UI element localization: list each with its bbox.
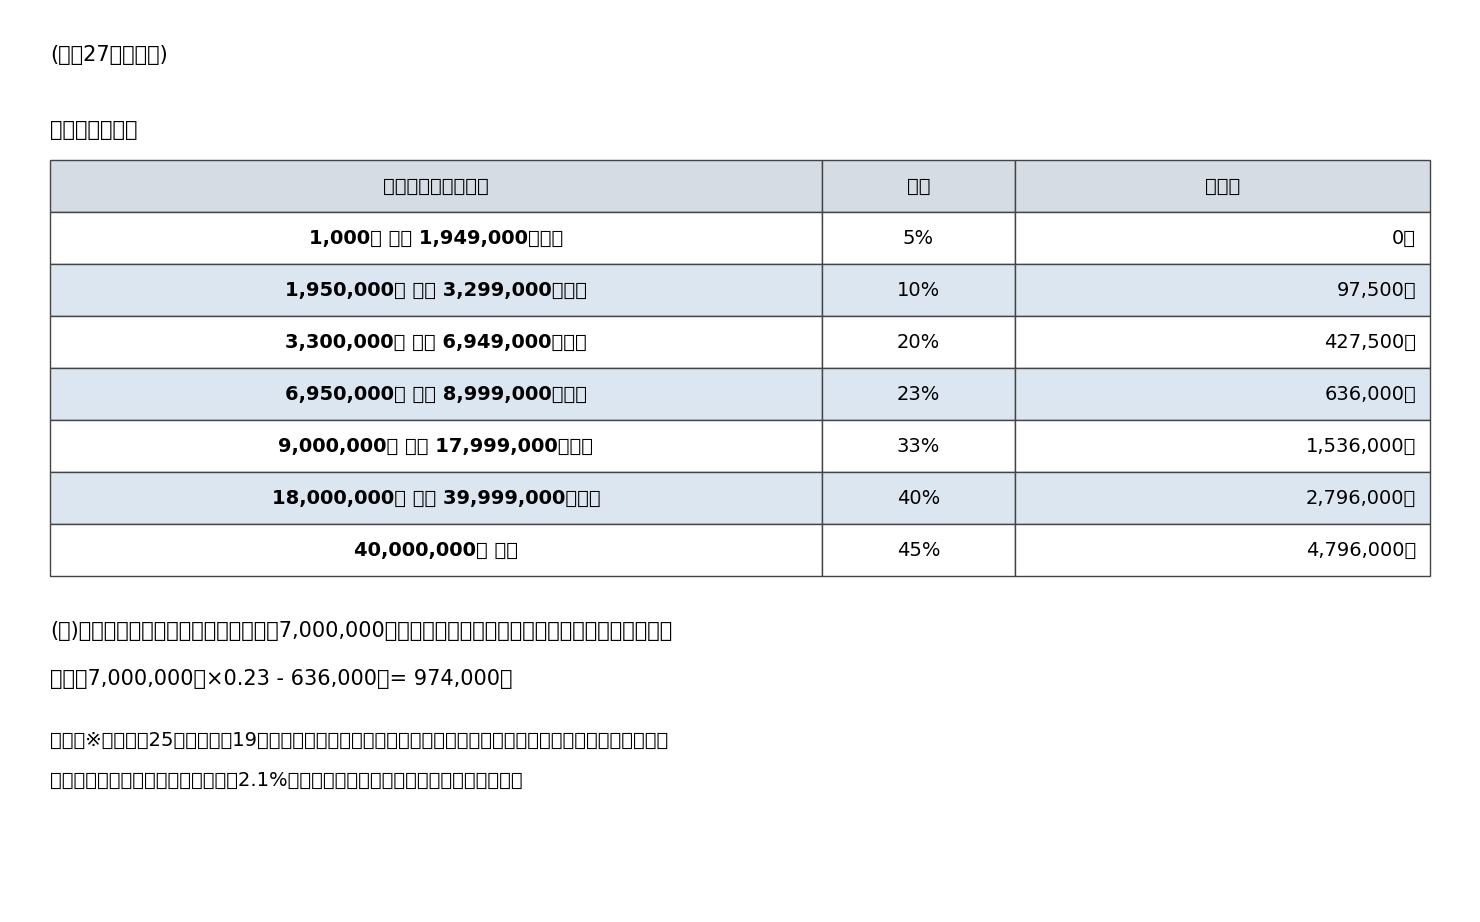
Text: 636,000円: 636,000円 [1325,384,1416,404]
Bar [50,368,821,420]
Text: 3,300,000円 から 6,949,000円まで: 3,300,000円 から 6,949,000円まで [286,333,588,351]
Text: （※）　平成25年から令和19年までの各年分の確定申告においては、所得税と復興特別所得税（原則として: （※） 平成25年から令和19年までの各年分の確定申告においては、所得税と復興特… [50,731,669,750]
Text: 6,950,000円 から 8,999,000円まで: 6,950,000円 から 8,999,000円まで [286,384,588,404]
Bar [821,420,1015,472]
Bar [1015,160,1430,212]
Bar [50,264,821,316]
Text: 4,796,000円: 4,796,000円 [1305,540,1416,560]
Text: 9,000,000円 から 17,999,000円まで: 9,000,000円 から 17,999,000円まで [278,436,593,455]
Text: 10%: 10% [897,280,940,300]
Bar [1015,368,1430,420]
Bar [821,212,1015,264]
Text: 1,536,000円: 1,536,000円 [1305,436,1416,455]
Bar [821,524,1015,576]
Text: 控除額: 控除額 [1205,176,1240,195]
Bar [50,472,821,524]
Text: 427,500円: 427,500円 [1325,333,1416,351]
Bar [50,212,821,264]
Bar [50,316,821,368]
Bar [821,472,1015,524]
Text: 1,950,000円 から 3,299,000円まで: 1,950,000円 から 3,299,000円まで [286,280,588,300]
Bar [821,316,1015,368]
Bar [1015,264,1430,316]
Bar [1015,316,1430,368]
Bar [50,524,821,576]
Bar [821,160,1015,212]
Text: (平扳27年分以降): (平扳27年分以降) [50,45,167,65]
Text: 7,000,000円×0.23 - 636,000円= 974,000円: 7,000,000円×0.23 - 636,000円= 974,000円 [50,669,512,689]
Text: 40%: 40% [897,489,940,507]
Text: (注)　例えば「課税される所得金額」が7,000,000円の場合には、求める税額は次のようになります。: (注) 例えば「課税される所得金額」が7,000,000円の場合には、求める税額… [50,621,672,641]
Text: 33%: 33% [897,436,940,455]
Bar [50,420,821,472]
Text: 0円: 0円 [1393,229,1416,247]
Text: 所得税の速算表: 所得税の速算表 [50,120,138,140]
Text: 45%: 45% [897,540,940,560]
Text: 18,000,000円 から 39,999,000円まで: 18,000,000円 から 39,999,000円まで [272,489,601,507]
Text: 97,500円: 97,500円 [1336,280,1416,300]
Text: 20%: 20% [897,333,940,351]
Text: 税率: 税率 [907,176,931,195]
Bar [1015,420,1430,472]
Text: その年分の基準所得税額の2.1%）を併せて申告・納付することとなります。: その年分の基準所得税額の2.1%）を併せて申告・納付することとなります。 [50,771,522,790]
Text: 1,000円 から 1,949,000円まで: 1,000円 から 1,949,000円まで [309,229,562,247]
Bar [50,160,821,212]
Bar [821,264,1015,316]
Text: 23%: 23% [897,384,940,404]
Text: 40,000,000円 以上: 40,000,000円 以上 [354,540,518,560]
Text: 2,796,000円: 2,796,000円 [1305,489,1416,507]
Bar [1015,212,1430,264]
Bar [1015,524,1430,576]
Bar [1015,472,1430,524]
Text: 5%: 5% [903,229,934,247]
Text: 課税される所得金額: 課税される所得金額 [383,176,488,195]
Bar [821,368,1015,420]
